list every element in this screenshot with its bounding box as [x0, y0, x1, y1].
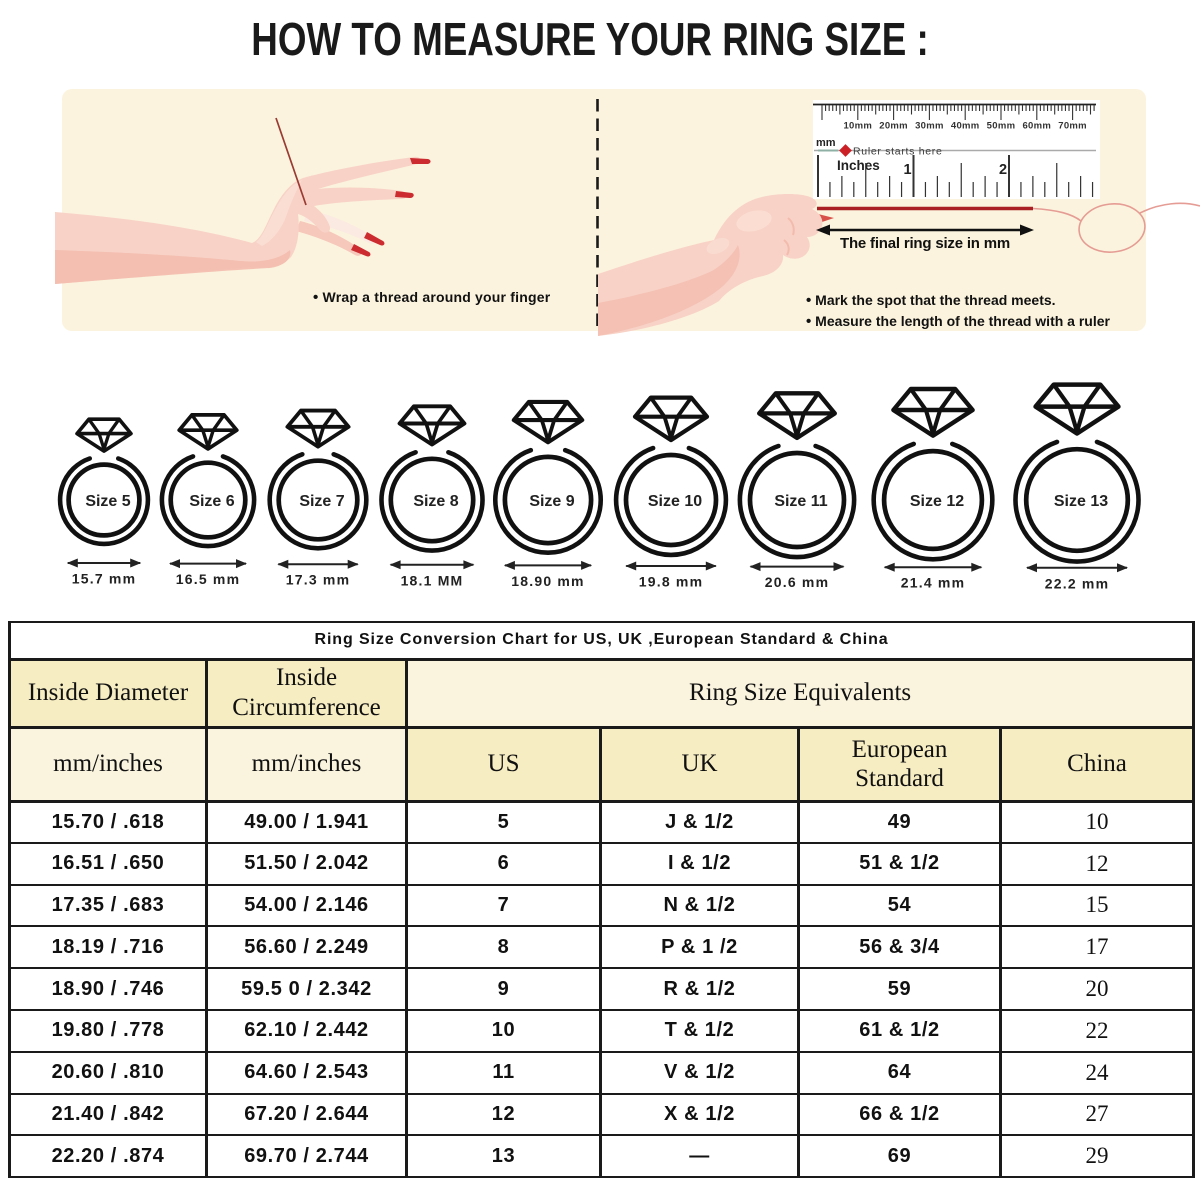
svg-text:17.3 mm: 17.3 mm: [286, 572, 350, 588]
svg-text:70mm: 70mm: [1058, 121, 1087, 132]
svg-text:30mm: 30mm: [915, 121, 944, 132]
svg-text:Size 10: Size 10: [648, 493, 702, 510]
svg-text:Size 5: Size 5: [85, 493, 130, 510]
svg-text:20.6 mm: 20.6 mm: [765, 574, 829, 590]
svg-text:22.2 mm: 22.2 mm: [1045, 575, 1109, 591]
svg-text:mm: mm: [816, 137, 836, 149]
svg-text:18.90 mm: 18.90 mm: [511, 573, 584, 589]
svg-text:1: 1: [903, 162, 911, 178]
svg-text:19.8 mm: 19.8 mm: [639, 574, 703, 590]
svg-text:Size 8: Size 8: [413, 493, 458, 510]
svg-text:10mm: 10mm: [843, 121, 872, 132]
svg-text:Inches: Inches: [837, 158, 880, 173]
svg-text:20mm: 20mm: [879, 121, 908, 132]
svg-text:Size 6: Size 6: [189, 493, 234, 510]
svg-text:21.4 mm: 21.4 mm: [901, 575, 965, 591]
svg-text:Size 12: Size 12: [910, 493, 964, 510]
svg-text:16.5 mm: 16.5 mm: [176, 571, 240, 587]
svg-text:40mm: 40mm: [951, 121, 980, 132]
svg-text:Size 7: Size 7: [299, 493, 344, 510]
svg-text:Ruler starts here: Ruler starts here: [853, 146, 943, 158]
svg-text:60mm: 60mm: [1022, 121, 1051, 132]
svg-text:18.1 MM: 18.1 MM: [401, 572, 464, 588]
svg-text:15.7 mm: 15.7 mm: [72, 571, 136, 587]
svg-text:Size 9: Size 9: [529, 493, 574, 510]
svg-text:50mm: 50mm: [987, 121, 1016, 132]
svg-text:2: 2: [999, 162, 1007, 178]
svg-text:Size 11: Size 11: [774, 493, 827, 510]
svg-text:Size 13: Size 13: [1054, 493, 1108, 510]
